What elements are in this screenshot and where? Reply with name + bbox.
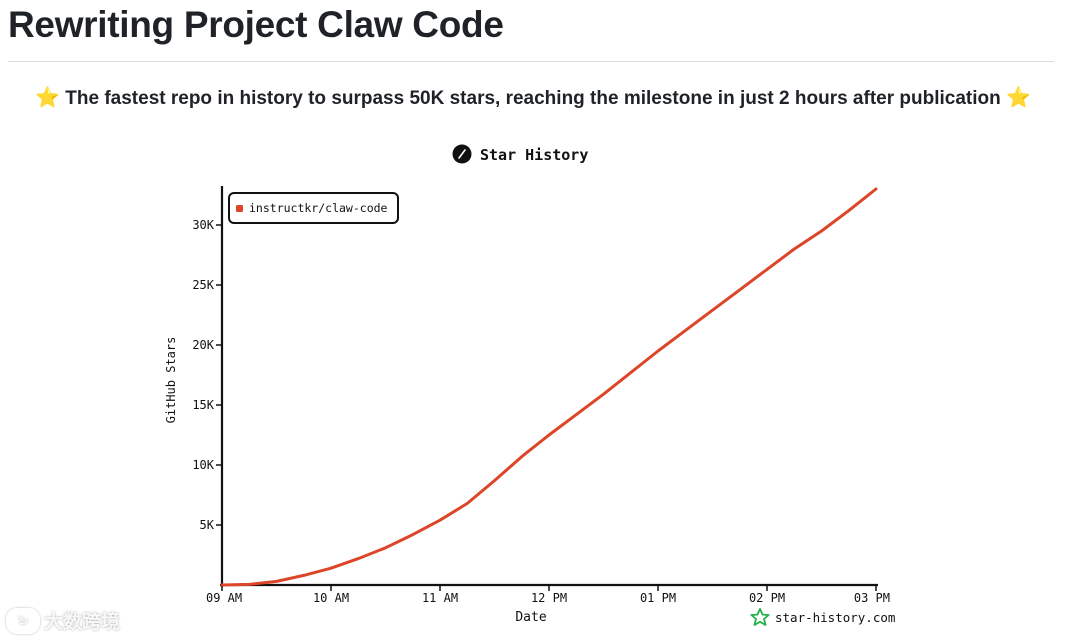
x-axis-label: Date [515, 610, 546, 625]
x-ticks: 09 AM 10 AM 11 AM 12 PM 01 PM 02 PM 03 PM [206, 585, 890, 605]
y-tick-label: 30K [192, 218, 214, 232]
y-tick-label: 5K [200, 518, 215, 532]
star-icon: ⭐ [35, 87, 60, 109]
headline-text: The fastest repo in history to surpass 5… [65, 88, 1001, 109]
chart-title: Star History [480, 146, 588, 164]
star-history-brand: star-history.com [750, 608, 895, 626]
headline: ⭐ The fastest repo in history to surpass… [0, 85, 1066, 110]
watermark-text: 大数跨境 [44, 611, 121, 633]
y-ticks: 5K 10K 15K 20K 25K 30K [192, 218, 222, 532]
legend-box [228, 192, 399, 224]
watermark-logo-icon: ↻ [6, 607, 40, 634]
title-divider [8, 61, 1054, 62]
chart-title-group: Star History [452, 144, 588, 164]
x-tick-label: 11 AM [422, 591, 458, 605]
watermark: ↻ 大数跨境 [6, 607, 120, 634]
brand-url: star-history.com [775, 610, 895, 625]
x-tick-label: 02 PM [749, 591, 785, 605]
x-tick-label: 12 PM [531, 591, 567, 605]
legend: instructkr/claw-code [228, 192, 399, 224]
page-title: Rewriting Project Claw Code [8, 4, 504, 45]
star-history-logo-icon [750, 608, 770, 626]
series-line-claw-code [220, 187, 878, 587]
star-icon: ⭐ [1006, 87, 1031, 109]
legend-swatch [236, 205, 243, 212]
github-logo-slash [458, 149, 466, 159]
y-tick-label: 20K [192, 338, 214, 352]
x-tick-label: 01 PM [640, 591, 676, 605]
x-tick-label: 09 AM [206, 591, 242, 605]
y-tick-label: 10K [192, 458, 214, 472]
legend-label: instructkr/claw-code [249, 201, 388, 215]
x-tick-label: 10 AM [313, 591, 349, 605]
x-tick-label: 03 PM [854, 591, 890, 605]
y-tick-label: 25K [192, 278, 214, 292]
y-tick-label: 15K [192, 398, 214, 412]
y-axis-label: GitHub Stars [164, 337, 178, 424]
